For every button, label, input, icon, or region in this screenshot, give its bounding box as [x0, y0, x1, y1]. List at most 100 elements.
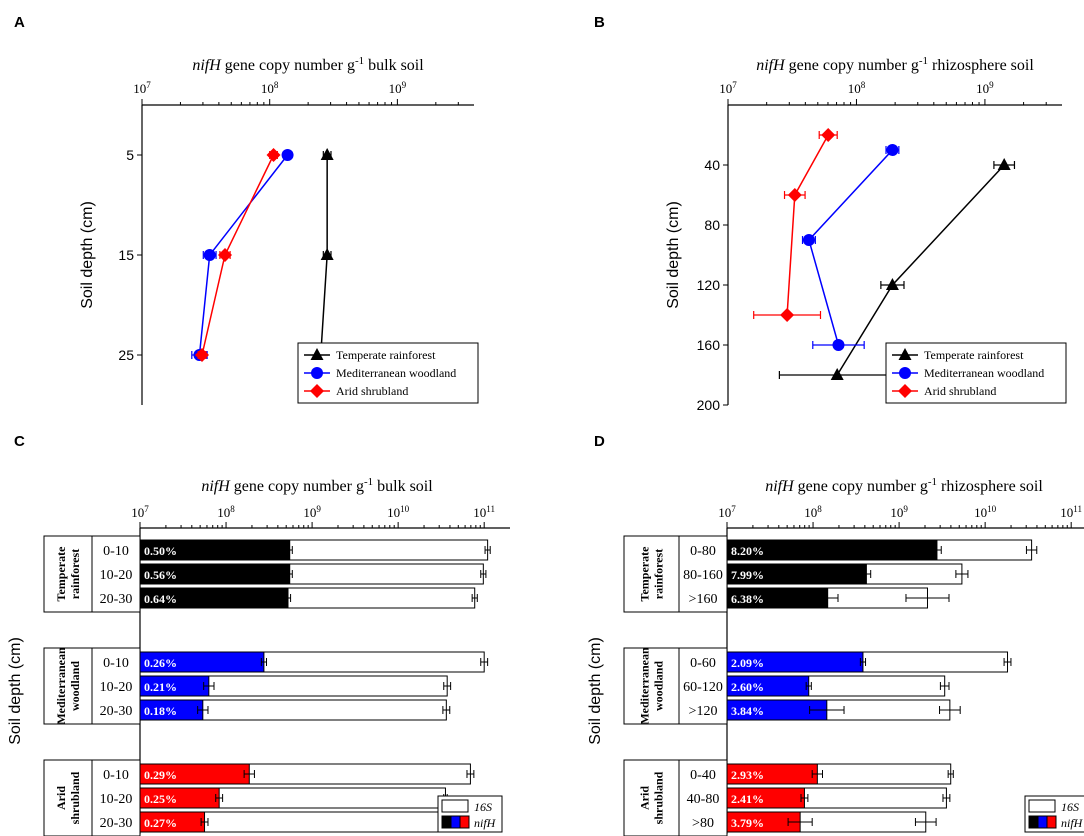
pct-label: 0.18% [144, 704, 177, 718]
data-point [802, 234, 815, 246]
series-line [808, 149, 893, 346]
group-label-line: Temperate [638, 546, 652, 602]
x-tick-label: 108 [804, 504, 822, 520]
legend-label: Temperate rainforest [924, 348, 1024, 362]
x-tick-label-base: 10 [389, 81, 402, 96]
x-tick-label: 108 [261, 80, 279, 96]
data-point [997, 158, 1011, 170]
chart-title-sup: -1 [928, 476, 937, 488]
x-tick-label-base: 10 [1060, 505, 1073, 520]
depth-label: 0-10 [103, 768, 129, 783]
group-label-line: Mediterranean [638, 647, 652, 725]
x-tick-label: 109 [389, 80, 407, 96]
group-label: Aridshrubland [54, 771, 82, 824]
legend-label: Mediterranean woodland [924, 366, 1044, 380]
group-box [623, 647, 680, 725]
depth-label: 0-10 [103, 544, 129, 559]
group-label: Temperaterainforest [54, 546, 82, 602]
pct-label: 0.56% [144, 568, 177, 582]
x-tick-label-sup: 7 [731, 504, 736, 514]
chart-title-gene: nifH [765, 478, 795, 495]
pct-label: 2.60% [731, 680, 764, 694]
panel-label-B: B [594, 14, 605, 31]
data-point [195, 348, 210, 362]
y-tick-label: 200 [697, 397, 721, 413]
pct-label: 3.84% [731, 704, 764, 718]
x-tick-label-sup: 9 [903, 504, 908, 514]
pct-label: 0.29% [144, 768, 177, 782]
depth-box [91, 647, 141, 725]
group-label-line: Arid [54, 786, 68, 810]
x-tick-label-base: 10 [261, 81, 274, 96]
legend-swatch-nifh [1028, 815, 1039, 829]
x-tick-label-sup: 11 [1073, 504, 1082, 514]
depth-label: >160 [689, 592, 718, 607]
depth-label: 20-30 [100, 816, 133, 831]
chart-title: nifH gene copy number g-1 bulk soil [201, 476, 433, 495]
pct-label: 6.38% [731, 592, 764, 606]
depth-label: 80-160 [683, 568, 723, 583]
x-tick-label-sup: 8 [817, 504, 822, 514]
x-tick-label-base: 10 [387, 505, 400, 520]
group-box [43, 647, 93, 725]
pct-label: 8.20% [731, 544, 764, 558]
depth-box [91, 535, 141, 613]
pct-label: 3.79% [731, 816, 764, 830]
pct-label: 0.50% [144, 544, 177, 558]
pct-label: 2.41% [731, 792, 764, 806]
x-tick-label: 1011 [473, 504, 495, 520]
x-tick-label-base: 10 [848, 81, 861, 96]
x-tick-label: 109 [890, 504, 908, 520]
depth-box [678, 759, 728, 836]
legend-marker [310, 384, 324, 398]
y-tick-label: 5 [126, 147, 134, 163]
depth-label: 20-30 [100, 592, 133, 607]
group-label: Aridshrubland [638, 771, 666, 824]
y-axis-label: Soil depth (cm) [665, 201, 682, 309]
group-label-line: rainforest [68, 549, 82, 599]
y-tick-label: 120 [697, 277, 721, 293]
chart-title-gene: nifH [756, 57, 786, 74]
data-point [821, 128, 836, 142]
legend-swatch-nifh [459, 815, 470, 829]
y-tick-label: 15 [118, 247, 134, 263]
pct-label: 0.26% [144, 656, 177, 670]
legend-swatch-16s [441, 799, 469, 813]
legend-swatch-nifh [1037, 815, 1048, 829]
legend-swatch-nifh [1046, 815, 1057, 829]
legend-swatch-nifh [441, 815, 452, 829]
chart-title-post: rhizosphere soil [928, 57, 1034, 74]
group-label-line: shrubland [652, 771, 666, 824]
legend-label-16s: 16S [1061, 800, 1079, 814]
x-tick-label: 107 [131, 504, 149, 520]
legend-marker [898, 348, 912, 360]
chart-title-sup: -1 [364, 476, 373, 488]
pct-label: 0.25% [144, 792, 177, 806]
legend-label-16s: 16S [474, 800, 492, 814]
legend-swatch-nifh [450, 815, 461, 829]
x-tick-label: 109 [976, 80, 994, 96]
x-tick-label-sup: 11 [486, 504, 495, 514]
pct-label: 0.64% [144, 592, 177, 606]
pct-label: 2.93% [731, 768, 764, 782]
y-tick-label: 160 [697, 337, 721, 353]
depth-box [678, 647, 728, 725]
x-tick-label: 107 [133, 80, 151, 96]
depth-label: 10-20 [100, 568, 133, 583]
data-point [780, 308, 795, 322]
group-label-line: woodland [652, 661, 666, 711]
depth-label: 20-30 [100, 704, 133, 719]
legend-swatch-16s [1028, 799, 1056, 813]
x-tick-label-sup: 9 [989, 80, 994, 90]
data-point [832, 339, 845, 351]
data-point [886, 144, 899, 156]
x-tick-label-base: 10 [718, 505, 731, 520]
data-point [885, 278, 899, 290]
pct-label: 0.21% [144, 680, 177, 694]
chart-title: nifH gene copy number g-1 rhizosphere so… [756, 55, 1034, 74]
depth-label: >120 [689, 704, 718, 719]
legend-label: Arid shrubland [924, 384, 996, 398]
chart-title-pre: gene copy number g [221, 57, 355, 74]
chart-title-post: bulk soil [364, 57, 424, 74]
